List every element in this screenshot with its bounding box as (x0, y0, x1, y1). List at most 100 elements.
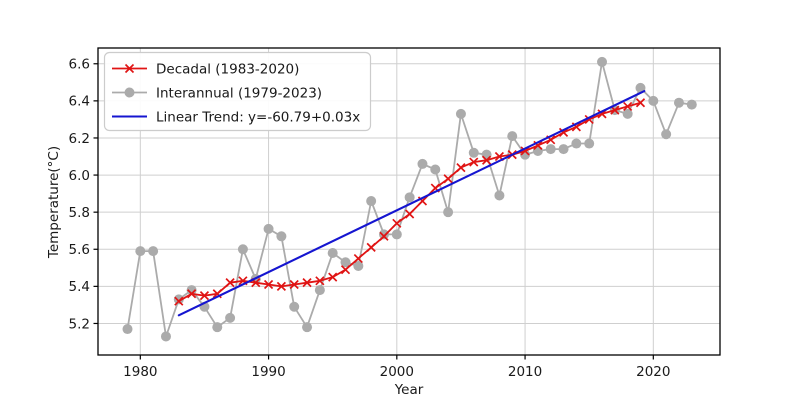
series-interannual-marker (648, 95, 659, 106)
legend-label-interannual: Interannual (1979-2023) (156, 86, 322, 102)
series-interannual-marker (122, 324, 133, 335)
series-decadal-marker (199, 291, 210, 301)
series-interannual-marker (622, 108, 633, 119)
legend-label-decadal: Decadal (1983-2020) (156, 62, 299, 78)
series-interannual-marker (443, 207, 454, 218)
series-decadal-marker (456, 163, 466, 173)
series-interannual-marker (673, 97, 684, 108)
y-axis-label: Temperature(°C) (46, 146, 62, 259)
series-interannual-marker (378, 229, 389, 240)
series-interannual-marker (302, 322, 313, 333)
series-interannual-marker (635, 82, 646, 93)
series-decadal-marker (430, 183, 440, 193)
series-decadal-marker (379, 231, 389, 241)
series-interannual-marker (494, 190, 505, 201)
series-interannual-marker (481, 149, 492, 160)
y-tick-label: 6.2 (69, 131, 90, 147)
series-interannual-marker (327, 247, 338, 258)
series-interannual-marker (135, 246, 146, 257)
series-interannual-marker (597, 56, 608, 67)
y-tick-label: 6.6 (69, 57, 90, 73)
series-decadal-marker (289, 279, 299, 290)
series-decadal-marker (635, 98, 646, 108)
series-decadal-marker (187, 289, 197, 299)
series-decadal-marker (302, 278, 312, 288)
series-decadal-marker (238, 276, 248, 286)
series-decadal-marker (174, 296, 184, 306)
legend-label-trend: Linear Trend: y=-60.79+0.03x (156, 110, 360, 126)
series-interannual-marker (263, 223, 274, 234)
legend-swatches (112, 63, 147, 118)
series-interannual-marker (160, 331, 171, 342)
x-tick-label: 2000 (380, 364, 414, 380)
series-decadal-marker (481, 155, 492, 165)
series-decadal-marker (353, 253, 363, 264)
y-tick-label: 6.4 (69, 94, 90, 110)
x-tick-label: 2010 (508, 364, 542, 380)
series-interannual-marker (353, 260, 364, 271)
series-decadal-marker (469, 157, 479, 167)
series-interannual-marker (584, 138, 595, 149)
series-interannual-marker (391, 229, 402, 240)
x-tick-label: 2020 (636, 364, 670, 380)
legend-frame (103, 51, 372, 132)
y-tick-label: 5.8 (69, 205, 90, 221)
x-tick-label: 1980 (123, 364, 157, 380)
series-decadal-marker (546, 135, 556, 145)
series-decadal-marker (328, 272, 338, 282)
legend-box: Decadal (1983-2020) Interannual (1979-20… (103, 51, 372, 132)
series-interannual-marker (417, 158, 428, 169)
series-interannual-marker (468, 147, 479, 158)
series-interannual-marker (686, 99, 697, 110)
series-interannual-marker (186, 285, 197, 296)
series-decadal-marker (533, 140, 543, 150)
y-tick-label: 5.6 (69, 242, 90, 258)
series-interannual-marker (661, 129, 672, 140)
series-decadal-marker (315, 276, 325, 286)
series-interannual-marker (366, 196, 377, 207)
x-tick-label: 1990 (251, 364, 285, 380)
y-tick-label: 6.0 (69, 168, 90, 184)
series-decadal-marker (263, 279, 274, 290)
series-interannual-marker (212, 322, 223, 333)
x-axis-label: Year (394, 382, 424, 398)
series-interannual-marker (225, 312, 236, 323)
series-interannual-marker (404, 192, 415, 203)
series-decadal-marker (417, 196, 428, 206)
series-decadal-marker (405, 209, 415, 219)
plot-border (97, 47, 721, 356)
series-decadal-marker (494, 151, 505, 162)
series-interannual-marker (558, 144, 569, 155)
series-decadal-marker (443, 174, 453, 184)
series-decadal-marker (623, 101, 633, 112)
legend-swatch-marker-interannual (124, 87, 135, 98)
series-interannual-marker (173, 294, 184, 305)
series-interannual-marker (545, 144, 556, 155)
series-decadal-marker (225, 278, 235, 288)
series-decadal-marker (276, 281, 286, 291)
series-interannual-marker (507, 131, 518, 142)
y-tick-label: 5.4 (69, 279, 90, 295)
series-decadal-marker (212, 289, 222, 299)
axes-layer: 1980 1990 2000 2010 2020 5.2 5.4 5.6 5.8 6.0 6.2 6.… (69, 47, 721, 380)
series-interannual-marker (314, 285, 325, 296)
series-decadal-marker (366, 242, 376, 253)
series-interannual-marker (571, 138, 582, 149)
series-interannual-marker (340, 257, 351, 268)
series-interannual-marker (237, 244, 248, 255)
series-interannual-marker (276, 231, 287, 242)
series-interannual-marker (455, 108, 466, 119)
series-decadal-marker (340, 265, 351, 275)
series-decadal-marker (610, 105, 620, 115)
series-decadal-marker (251, 278, 261, 288)
series-decadal-marker (392, 218, 402, 228)
y-tick-label: 5.2 (69, 316, 90, 332)
legend-swatch-marker-decadal (124, 63, 135, 74)
series-interannual-marker (148, 246, 159, 257)
series-decadal-marker (571, 122, 581, 132)
series-trend-line (177, 90, 646, 317)
series-interannual-marker (289, 301, 300, 312)
series-layer (122, 56, 697, 342)
